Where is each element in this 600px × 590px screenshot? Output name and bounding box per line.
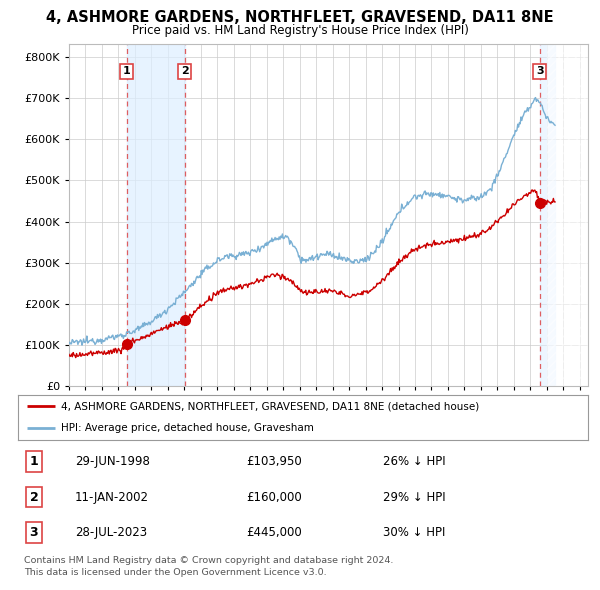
Text: 28-JUL-2023: 28-JUL-2023 (75, 526, 147, 539)
Text: 4, ASHMORE GARDENS, NORTHFLEET, GRAVESEND, DA11 8NE (detached house): 4, ASHMORE GARDENS, NORTHFLEET, GRAVESEN… (61, 401, 479, 411)
Bar (547, 44, 588, 386)
Text: £445,000: £445,000 (246, 526, 302, 539)
Text: Price paid vs. HM Land Registry's House Price Index (HPI): Price paid vs. HM Land Registry's House … (131, 24, 469, 37)
Text: £160,000: £160,000 (246, 490, 302, 504)
Text: HPI: Average price, detached house, Gravesham: HPI: Average price, detached house, Grav… (61, 424, 314, 434)
Text: 29% ↓ HPI: 29% ↓ HPI (383, 490, 445, 504)
Text: Contains HM Land Registry data © Crown copyright and database right 2024.: Contains HM Land Registry data © Crown c… (24, 556, 394, 565)
Text: 3: 3 (536, 67, 544, 77)
Text: 3: 3 (29, 526, 38, 539)
Text: 1: 1 (29, 455, 38, 468)
Bar (127, 44, 185, 386)
Text: This data is licensed under the Open Government Licence v3.0.: This data is licensed under the Open Gov… (24, 568, 326, 576)
Text: 2: 2 (29, 490, 38, 504)
Text: 26% ↓ HPI: 26% ↓ HPI (383, 455, 445, 468)
Text: £103,950: £103,950 (246, 455, 302, 468)
Text: 30% ↓ HPI: 30% ↓ HPI (383, 526, 445, 539)
Text: 4, ASHMORE GARDENS, NORTHFLEET, GRAVESEND, DA11 8NE: 4, ASHMORE GARDENS, NORTHFLEET, GRAVESEN… (46, 10, 554, 25)
Text: 1: 1 (122, 67, 130, 77)
Text: 2: 2 (181, 67, 189, 77)
Text: 11-JAN-2002: 11-JAN-2002 (75, 490, 149, 504)
Text: 29-JUN-1998: 29-JUN-1998 (75, 455, 150, 468)
Bar (540, 44, 555, 386)
